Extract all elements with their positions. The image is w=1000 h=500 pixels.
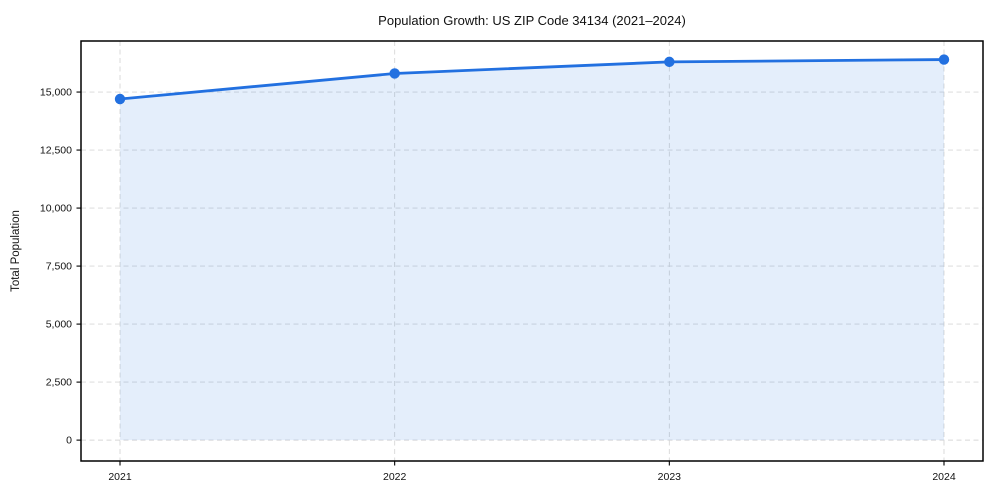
y-tick-label: 5,000 (46, 319, 72, 331)
y-tick-label: 10,000 (40, 203, 72, 215)
plot-border (80, 40, 984, 462)
y-tick-label: 7,500 (46, 261, 72, 273)
y-tick-label: 15,000 (40, 87, 72, 99)
data-layer (114, 54, 950, 441)
y-tick-label: 12,500 (40, 145, 72, 157)
data-point-marker (664, 56, 675, 68)
data-point-marker (114, 93, 126, 105)
x-tick-label: 2023 (658, 471, 682, 483)
data-line (118, 58, 946, 101)
chart-title: Population Growth: US ZIP Code 34134 (20… (378, 13, 686, 28)
y-tick-label: 2,500 (46, 377, 72, 389)
x-tick-label: 2021 (108, 471, 132, 483)
grid-layer (81, 41, 983, 461)
area-fill (120, 59, 944, 441)
y-axis-label: Total Population (10, 210, 22, 292)
data-point-marker (938, 54, 950, 65)
x-tick-label: 2022 (383, 471, 407, 483)
y-tick-label: 0 (66, 435, 72, 447)
data-point-marker (389, 68, 400, 79)
axis-layer: 0 2,500 5,000 7,500 10,000 12,500 15,000 2021 20… (40, 87, 956, 483)
x-tick-label: 2024 (932, 471, 956, 483)
